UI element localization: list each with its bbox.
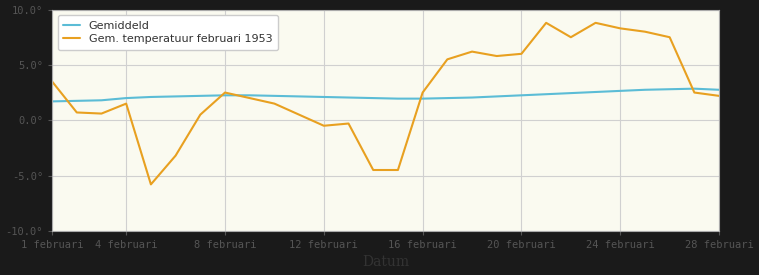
Gemiddeld [270, 94, 279, 98]
Gem. temperatuur februari 1953 [171, 154, 180, 157]
Gem. temperatuur februari 1953 [196, 113, 205, 116]
Gemiddeld [468, 96, 477, 99]
Gem. temperatuur februari 1953 [616, 27, 625, 30]
Gemiddeld [369, 97, 378, 100]
Gemiddeld [714, 88, 723, 91]
Gem. temperatuur februari 1953 [320, 124, 329, 127]
Gem. temperatuur februari 1953 [393, 168, 402, 172]
Gem. temperatuur februari 1953 [591, 21, 600, 24]
Gem. temperatuur februari 1953 [72, 111, 81, 114]
Gem. temperatuur februari 1953 [220, 91, 229, 94]
Gem. temperatuur februari 1953 [245, 97, 254, 100]
Gemiddeld [48, 100, 57, 103]
Gem. temperatuur februari 1953 [344, 122, 353, 125]
Gem. temperatuur februari 1953 [641, 30, 650, 33]
Gem. temperatuur februari 1953 [492, 54, 501, 58]
Gemiddeld [196, 94, 205, 98]
Line: Gem. temperatuur februari 1953: Gem. temperatuur februari 1953 [52, 23, 719, 184]
Gem. temperatuur februari 1953 [294, 113, 304, 116]
Gemiddeld [320, 95, 329, 99]
Gemiddeld [245, 94, 254, 97]
Gemiddeld [220, 94, 229, 97]
Gemiddeld [146, 95, 156, 99]
Gem. temperatuur februari 1953 [468, 50, 477, 53]
Gemiddeld [344, 96, 353, 99]
Gemiddeld [566, 92, 575, 95]
Gem. temperatuur februari 1953 [369, 168, 378, 172]
Gem. temperatuur februari 1953 [517, 52, 526, 56]
Gem. temperatuur februari 1953 [97, 112, 106, 115]
Gemiddeld [690, 87, 699, 90]
Gem. temperatuur februari 1953 [418, 91, 427, 94]
Gemiddeld [393, 97, 402, 100]
Gemiddeld [72, 99, 81, 103]
Gem. temperatuur februari 1953 [442, 58, 452, 61]
Gemiddeld [517, 94, 526, 97]
Gem. temperatuur februari 1953 [48, 80, 57, 83]
Gemiddeld [665, 87, 674, 91]
Gem. temperatuur februari 1953 [542, 21, 551, 24]
Gemiddeld [294, 95, 304, 98]
Gem. temperatuur februari 1953 [665, 35, 674, 39]
Gemiddeld [171, 95, 180, 98]
Line: Gemiddeld: Gemiddeld [52, 89, 719, 101]
Legend: Gemiddeld, Gem. temperatuur februari 1953: Gemiddeld, Gem. temperatuur februari 195… [58, 15, 278, 50]
Gemiddeld [442, 97, 452, 100]
Gem. temperatuur februari 1953 [714, 94, 723, 98]
Gem. temperatuur februari 1953 [270, 102, 279, 105]
Gemiddeld [591, 90, 600, 94]
Gem. temperatuur februari 1953 [146, 183, 156, 186]
Gemiddeld [97, 99, 106, 102]
Gem. temperatuur februari 1953 [690, 91, 699, 94]
Gemiddeld [641, 88, 650, 91]
Gem. temperatuur februari 1953 [121, 102, 131, 105]
X-axis label: Datum: Datum [362, 255, 409, 270]
Gemiddeld [492, 95, 501, 98]
Gem. temperatuur februari 1953 [566, 35, 575, 39]
Gemiddeld [616, 89, 625, 92]
Gemiddeld [542, 93, 551, 96]
Gemiddeld [418, 97, 427, 100]
Gemiddeld [121, 97, 131, 100]
